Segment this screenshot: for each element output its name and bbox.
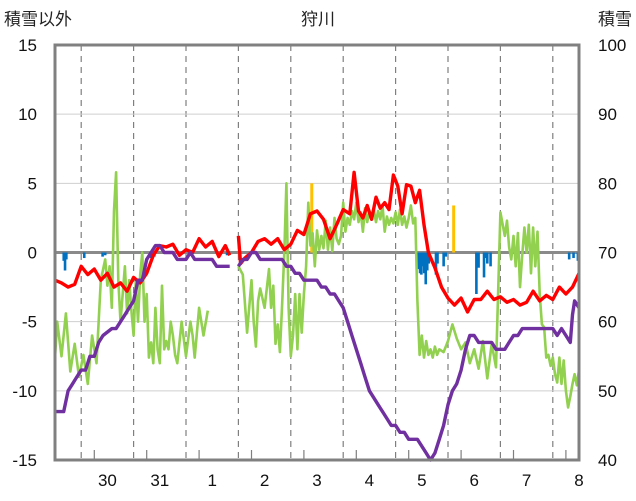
right-tick-label: 70: [598, 244, 617, 263]
grid: [55, 45, 579, 460]
x-tick-label: 7: [522, 471, 531, 490]
left-tick-label: -15: [12, 451, 37, 470]
blue-bar: [442, 252, 445, 267]
blue-bar: [484, 252, 487, 259]
right-tick-label: 60: [598, 313, 617, 332]
blue-bar: [422, 252, 426, 274]
blue-bar: [418, 252, 422, 274]
right-tick-label: 50: [598, 382, 617, 401]
left-tick-label: -10: [12, 382, 37, 401]
blue-bar: [101, 252, 104, 257]
x-tick-label: 4: [365, 471, 374, 490]
blue-bar: [477, 252, 480, 268]
green-line: [53, 171, 581, 409]
blue-bar: [424, 252, 428, 285]
left-tick-label: 5: [28, 174, 37, 193]
blue-bar: [65, 252, 68, 260]
blue-bar: [427, 252, 431, 264]
orange-bar: [452, 205, 456, 253]
blue-bar: [421, 252, 425, 267]
bar-series: [62, 183, 580, 294]
blue-bar: [62, 252, 66, 261]
right-tick-label: 40: [598, 451, 617, 470]
right-axis-title: 積雪: [598, 10, 632, 30]
x-tick-label: 8: [574, 471, 583, 490]
blue-bar: [103, 252, 107, 256]
blue-bar: [420, 252, 423, 275]
blue-bar: [436, 252, 439, 264]
blue-bar: [489, 252, 492, 267]
blue-bar: [434, 252, 438, 275]
line-series: [53, 170, 581, 462]
blue-bar: [82, 252, 86, 259]
left-tick-label: 10: [18, 105, 37, 124]
purple-line: [55, 243, 581, 462]
blue-bar: [482, 252, 486, 278]
blue-bar: [63, 252, 67, 271]
left-tick-label: 0: [28, 244, 37, 263]
right-tick-label: 80: [598, 174, 617, 193]
blue-bar: [572, 252, 575, 259]
plot-frame: [53, 43, 581, 462]
blue-bar: [425, 252, 429, 271]
blue-bar: [444, 252, 448, 257]
orange-bar: [310, 183, 314, 253]
right-tick-label: 90: [598, 105, 617, 124]
blue-bar: [417, 252, 421, 270]
blue-bar: [567, 252, 571, 260]
right-tick-label: 100: [598, 36, 626, 55]
x-tick-label: 30: [98, 471, 117, 490]
left-axis-title: 積雪以外: [4, 10, 72, 30]
x-tick-label: 31: [150, 471, 169, 490]
x-tick-label: 2: [260, 471, 269, 490]
x-tick-label: 3: [312, 471, 321, 490]
x-tick-label: 1: [207, 471, 216, 490]
x-tick-label: 5: [417, 471, 426, 490]
left-tick-label: 15: [18, 36, 37, 55]
blue-bar: [225, 252, 229, 256]
blue-bar: [486, 252, 489, 264]
left-tick-label: -5: [22, 313, 37, 332]
blue-bar: [475, 252, 478, 294]
x-tick-label: 6: [469, 471, 478, 490]
chart-title: 狩川: [301, 10, 335, 30]
